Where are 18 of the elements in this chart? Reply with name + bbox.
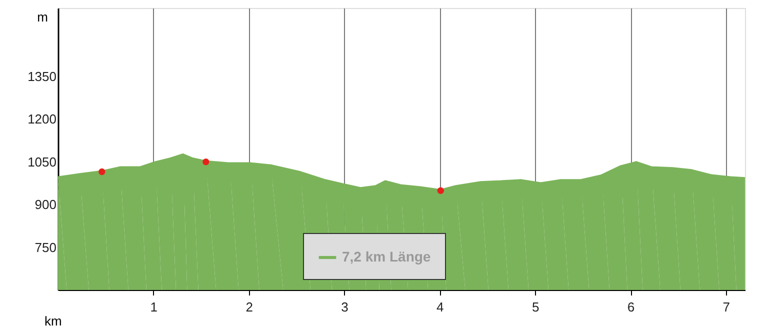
y-tick-label: 1200 (28, 112, 56, 127)
legend-label: 7,2 km Länge (342, 248, 431, 264)
x-tick-label: 6 (627, 300, 635, 314)
point (202, 158, 210, 166)
point (98, 168, 106, 176)
x-tick-label: 5 (532, 300, 540, 314)
y-tick-label: 900 (34, 197, 56, 212)
x-tick-label: 7 (722, 300, 730, 314)
x-tick-label: 4 (436, 300, 444, 314)
point (437, 187, 444, 194)
x-tick-label: 1 (150, 300, 158, 314)
y-tick-label: 1050 (28, 154, 56, 170)
x-axis-title: km (44, 314, 62, 328)
y-tick-label: 750 (34, 240, 56, 255)
y-tick-label: 1350 (28, 68, 56, 84)
x-tick-label: 3 (341, 300, 348, 314)
y-axis-title: m (37, 10, 48, 24)
x-tick-label: 2 (246, 300, 253, 314)
